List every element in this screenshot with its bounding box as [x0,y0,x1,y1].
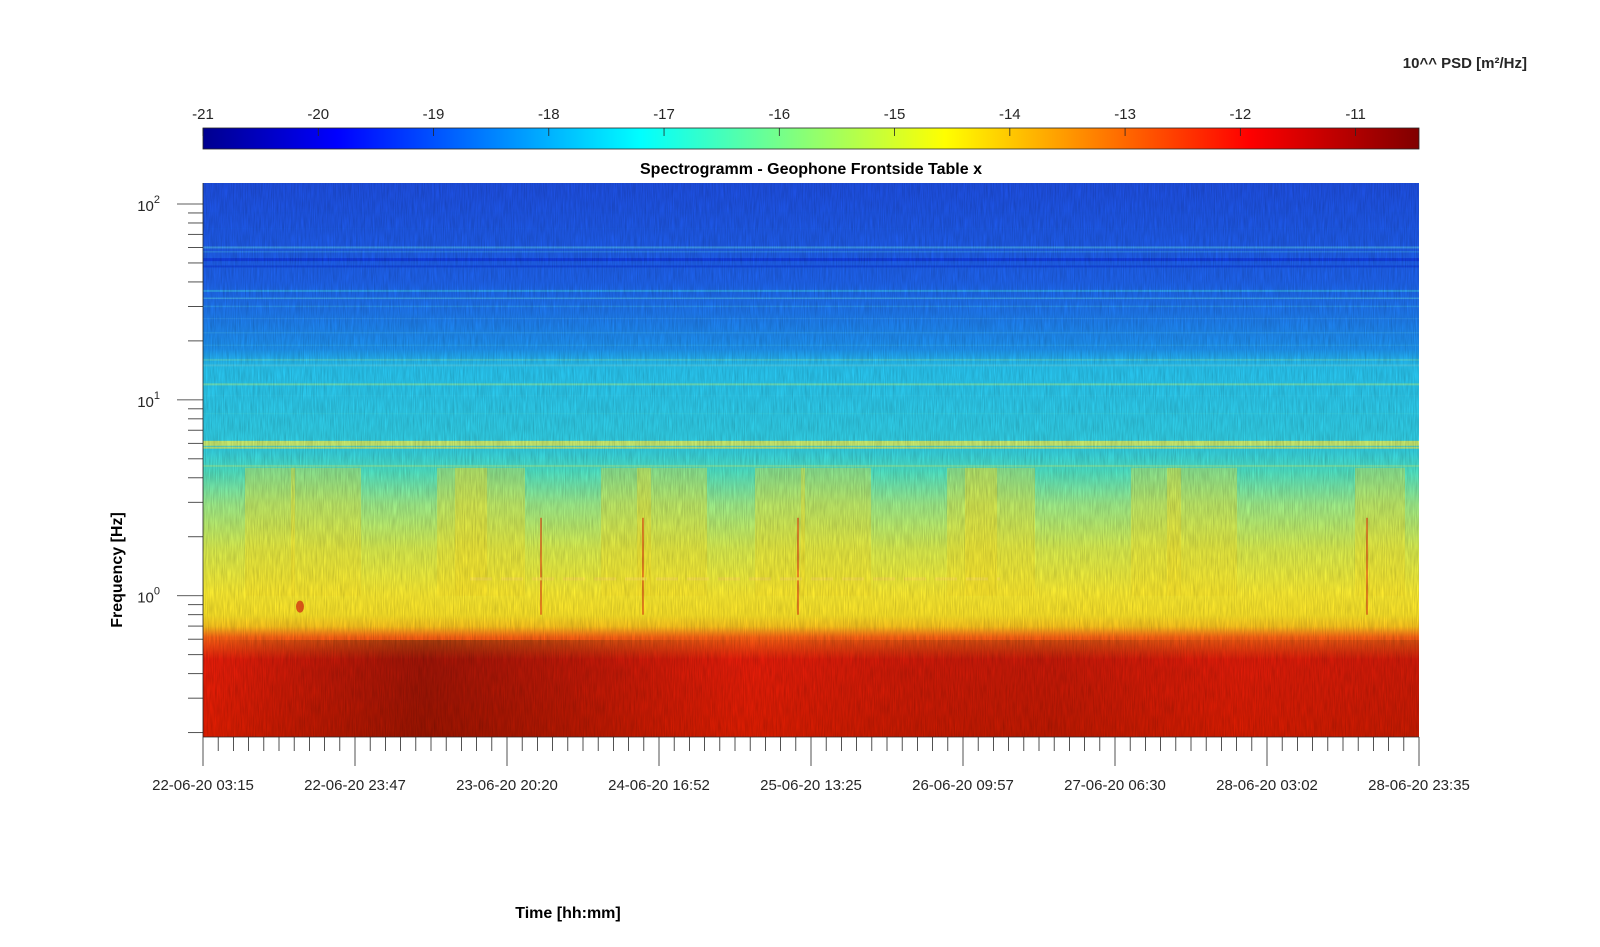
y-tick-label: 100 [137,586,160,607]
colorbar-tick-label: -11 [1345,106,1366,123]
y-tick-label: 102 [137,194,160,215]
x-tick-label: 25-06-20 13:25 [760,777,862,794]
y-axis-label: Frequency [Hz] [109,512,126,628]
y-tick-label: 101 [137,390,160,411]
colorbar-tick-label: -15 [884,106,906,123]
x-tick-label: 26-06-20 09:57 [912,777,1014,794]
x-axis-ticks: 22-06-20 03:15 22-06-20 23:47 23-06-20 20:… [152,737,1470,794]
colorbar: -21 -20 -19 -18 -17 -16 -15 -14 -13 -12 -11 10^^ P… [192,55,1527,150]
x-tick-label: 28-06-20 23:35 [1368,777,1470,794]
x-tick-label: 22-06-20 03:15 [152,777,254,794]
colorbar-tick-label: -19 [423,106,445,123]
x-tick-label: 23-06-20 20:20 [456,777,558,794]
colorbar-tick-label: -20 [307,106,329,123]
x-tick-label: 27-06-20 06:30 [1064,777,1166,794]
y-axis-ticks: 100 101 102 [137,194,203,734]
chart-title: Spectrogramm - Geophone Frontside Table … [640,161,982,178]
x-tick-label: 24-06-20 16:52 [608,777,710,794]
colorbar-ticks: -21 -20 -19 -18 -17 -16 -15 -14 -13 -12 -11 [192,106,1366,136]
x-tick-label: 28-06-20 03:02 [1216,777,1318,794]
colorbar-tick-label: -14 [999,106,1021,123]
colorbar-tick-label: -13 [1114,106,1136,123]
spectrogram-image [203,183,1419,737]
colorbar-tick-label: -18 [538,106,560,123]
colorbar-tick-label: -21 [192,106,214,123]
colorbar-tick-label: -12 [1230,106,1252,123]
colorbar-scale [202,127,1420,150]
x-axis-label: Time [hh:mm] [515,905,620,922]
colorbar-tick-label: -16 [768,106,790,123]
axes: 100 101 102 22-06-20 03:15 22-06-20 23:47 23… [137,183,1470,794]
colorbar-label: 10^^ PSD [m²/Hz] [1403,55,1527,72]
colorbar-tick-label: -17 [653,106,675,123]
x-tick-label: 22-06-20 23:47 [304,777,406,794]
